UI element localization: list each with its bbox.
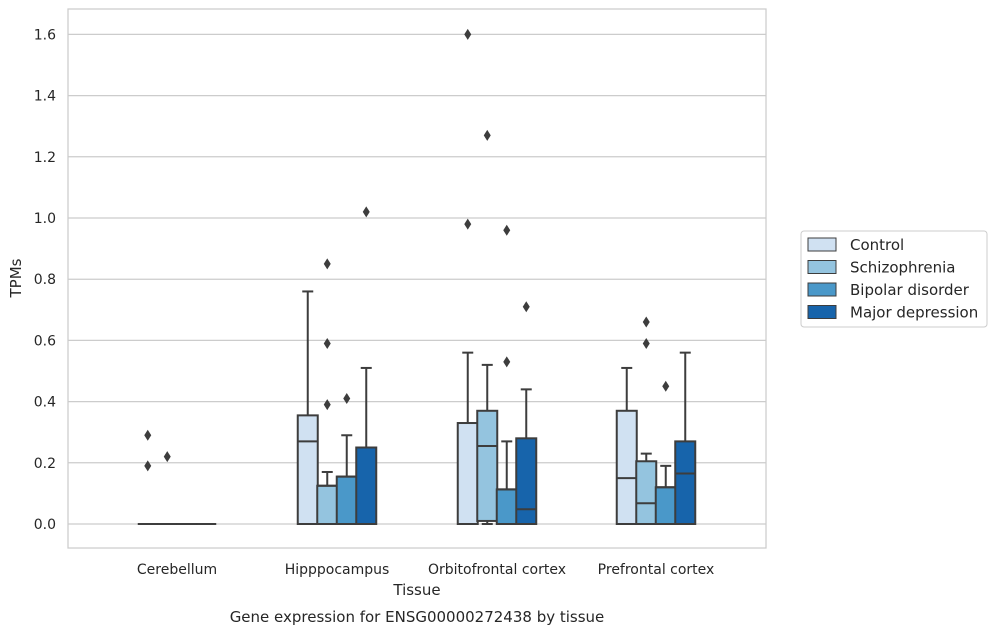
outlier-point (483, 129, 491, 141)
box-iqr (615, 409, 638, 525)
outlier-point (503, 224, 511, 236)
box-iqr (495, 488, 518, 525)
box-iqr (296, 414, 319, 525)
outlier-point (144, 429, 152, 441)
y-tick-label: 1.2 (34, 150, 56, 166)
plot-frame (67, 8, 767, 549)
box-iqr (316, 484, 339, 525)
legend-swatch (807, 282, 837, 297)
box-iqr (635, 460, 658, 525)
box-groups (137, 290, 697, 526)
box-major-depression (515, 388, 538, 526)
legend-label: Major depression (850, 304, 978, 322)
outlier-point (503, 356, 511, 368)
chart-caption: Gene expression for ENSG00000272438 by t… (230, 608, 605, 626)
legend-label: Bipolar disorder (850, 281, 970, 299)
y-tick-label: 0.0 (34, 517, 56, 533)
x-tick-label: Orbitofrontal cortex (428, 562, 566, 578)
y-axis-ticks: 0.0 0.2 0.4 0.6 0.8 1.0 1.2 1.4 1.6 (34, 27, 56, 533)
outlier-points (144, 28, 670, 472)
y-tick-label: 1.6 (34, 27, 56, 43)
y-tick-label: 0.2 (34, 456, 56, 472)
x-tick-label: Prefrontal cortex (598, 562, 715, 578)
outlier-point (642, 316, 650, 328)
y-tick-label: 1.0 (34, 211, 56, 227)
box-iqr (335, 475, 358, 526)
legend-label: Schizophrenia (850, 259, 955, 277)
box-iqr (515, 437, 538, 526)
outlier-point (323, 258, 331, 270)
outlier-point (163, 451, 171, 463)
y-axis-title: TPMs (7, 258, 25, 298)
outlier-point (464, 28, 472, 40)
y-tick-label: 0.4 (34, 395, 56, 411)
outlier-point (323, 399, 331, 411)
box-schizophrenia (635, 452, 658, 525)
box-iqr (456, 422, 479, 525)
box-iqr (654, 486, 677, 525)
box-major-depression (674, 351, 697, 526)
legend-swatch (807, 305, 837, 319)
outlier-point (362, 206, 370, 218)
legend-frame (800, 230, 988, 328)
outlier-point (323, 337, 331, 349)
x-tick-label: Hipppocampus (285, 562, 390, 578)
gridlines (68, 33, 766, 525)
x-axis-title: Tissue (392, 581, 440, 599)
outlier-point (662, 380, 670, 392)
legend: Control Schizophrenia Bipolar disorder Majo… (800, 230, 988, 328)
x-axis-ticks: Cerebellum Hipppocampus Orbitofrontal cort… (137, 562, 714, 578)
y-tick-label: 1.4 (34, 89, 56, 105)
box-iqr (674, 440, 697, 526)
box-major-depression (355, 366, 378, 525)
box-iqr (355, 446, 378, 525)
y-tick-label: 0.8 (34, 272, 56, 288)
box-control (296, 290, 319, 525)
outlier-point (343, 393, 351, 405)
legend-label: Control (850, 236, 904, 254)
box-schizophrenia (476, 363, 499, 525)
legend-swatch (807, 260, 837, 274)
outlier-point (642, 337, 650, 349)
outlier-point (522, 301, 530, 313)
box-iqr (476, 409, 499, 522)
y-tick-label: 0.6 (34, 333, 56, 349)
legend-swatch (807, 237, 837, 252)
x-tick-label: Cerebellum (137, 562, 217, 578)
outlier-point (464, 218, 472, 230)
outlier-point (144, 460, 152, 472)
